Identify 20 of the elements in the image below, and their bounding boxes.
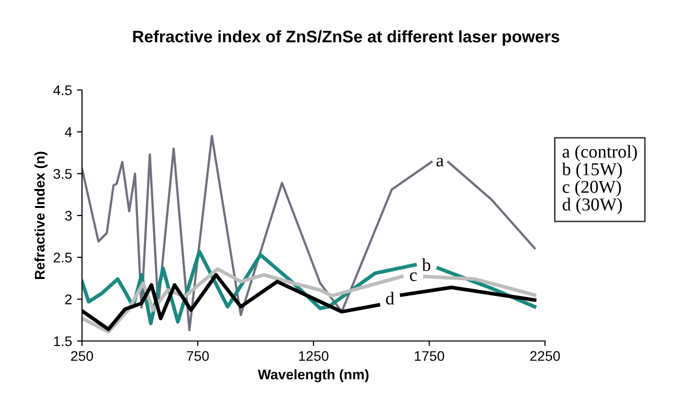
series-label: c [410, 272, 417, 282]
y-tick-label: 3.5 [54, 169, 72, 179]
x-tick-label: 250 [71, 351, 94, 361]
series-label: b [422, 258, 430, 272]
y-tick-label: 1.5 [54, 336, 72, 346]
x-tick-label: 1250 [299, 351, 328, 361]
x-tick-label: 2250 [530, 351, 560, 361]
series-label: d [386, 292, 394, 305]
y-axis-title: Refractive Index (n) [34, 152, 48, 280]
y-tick-label: 4.5 [53, 85, 72, 96]
y-tick-label: 2.5 [54, 252, 72, 263]
text: a (control) b (15W) c (20W) d (30W) [562, 145, 637, 214]
y-tick-label: 2 [65, 294, 72, 304]
series-label: a [436, 158, 444, 166]
chart-title: Refractive index of ZnS/ZnSe at different laser powers [133, 30, 560, 46]
x-tick-label: 750 [186, 351, 209, 361]
x-tick-label: 1750 [414, 351, 444, 361]
y-tick-label: 4 [64, 127, 72, 137]
x-axis-title: Wavelength (nm) [258, 369, 368, 382]
y-tick-label: 3 [65, 210, 72, 221]
